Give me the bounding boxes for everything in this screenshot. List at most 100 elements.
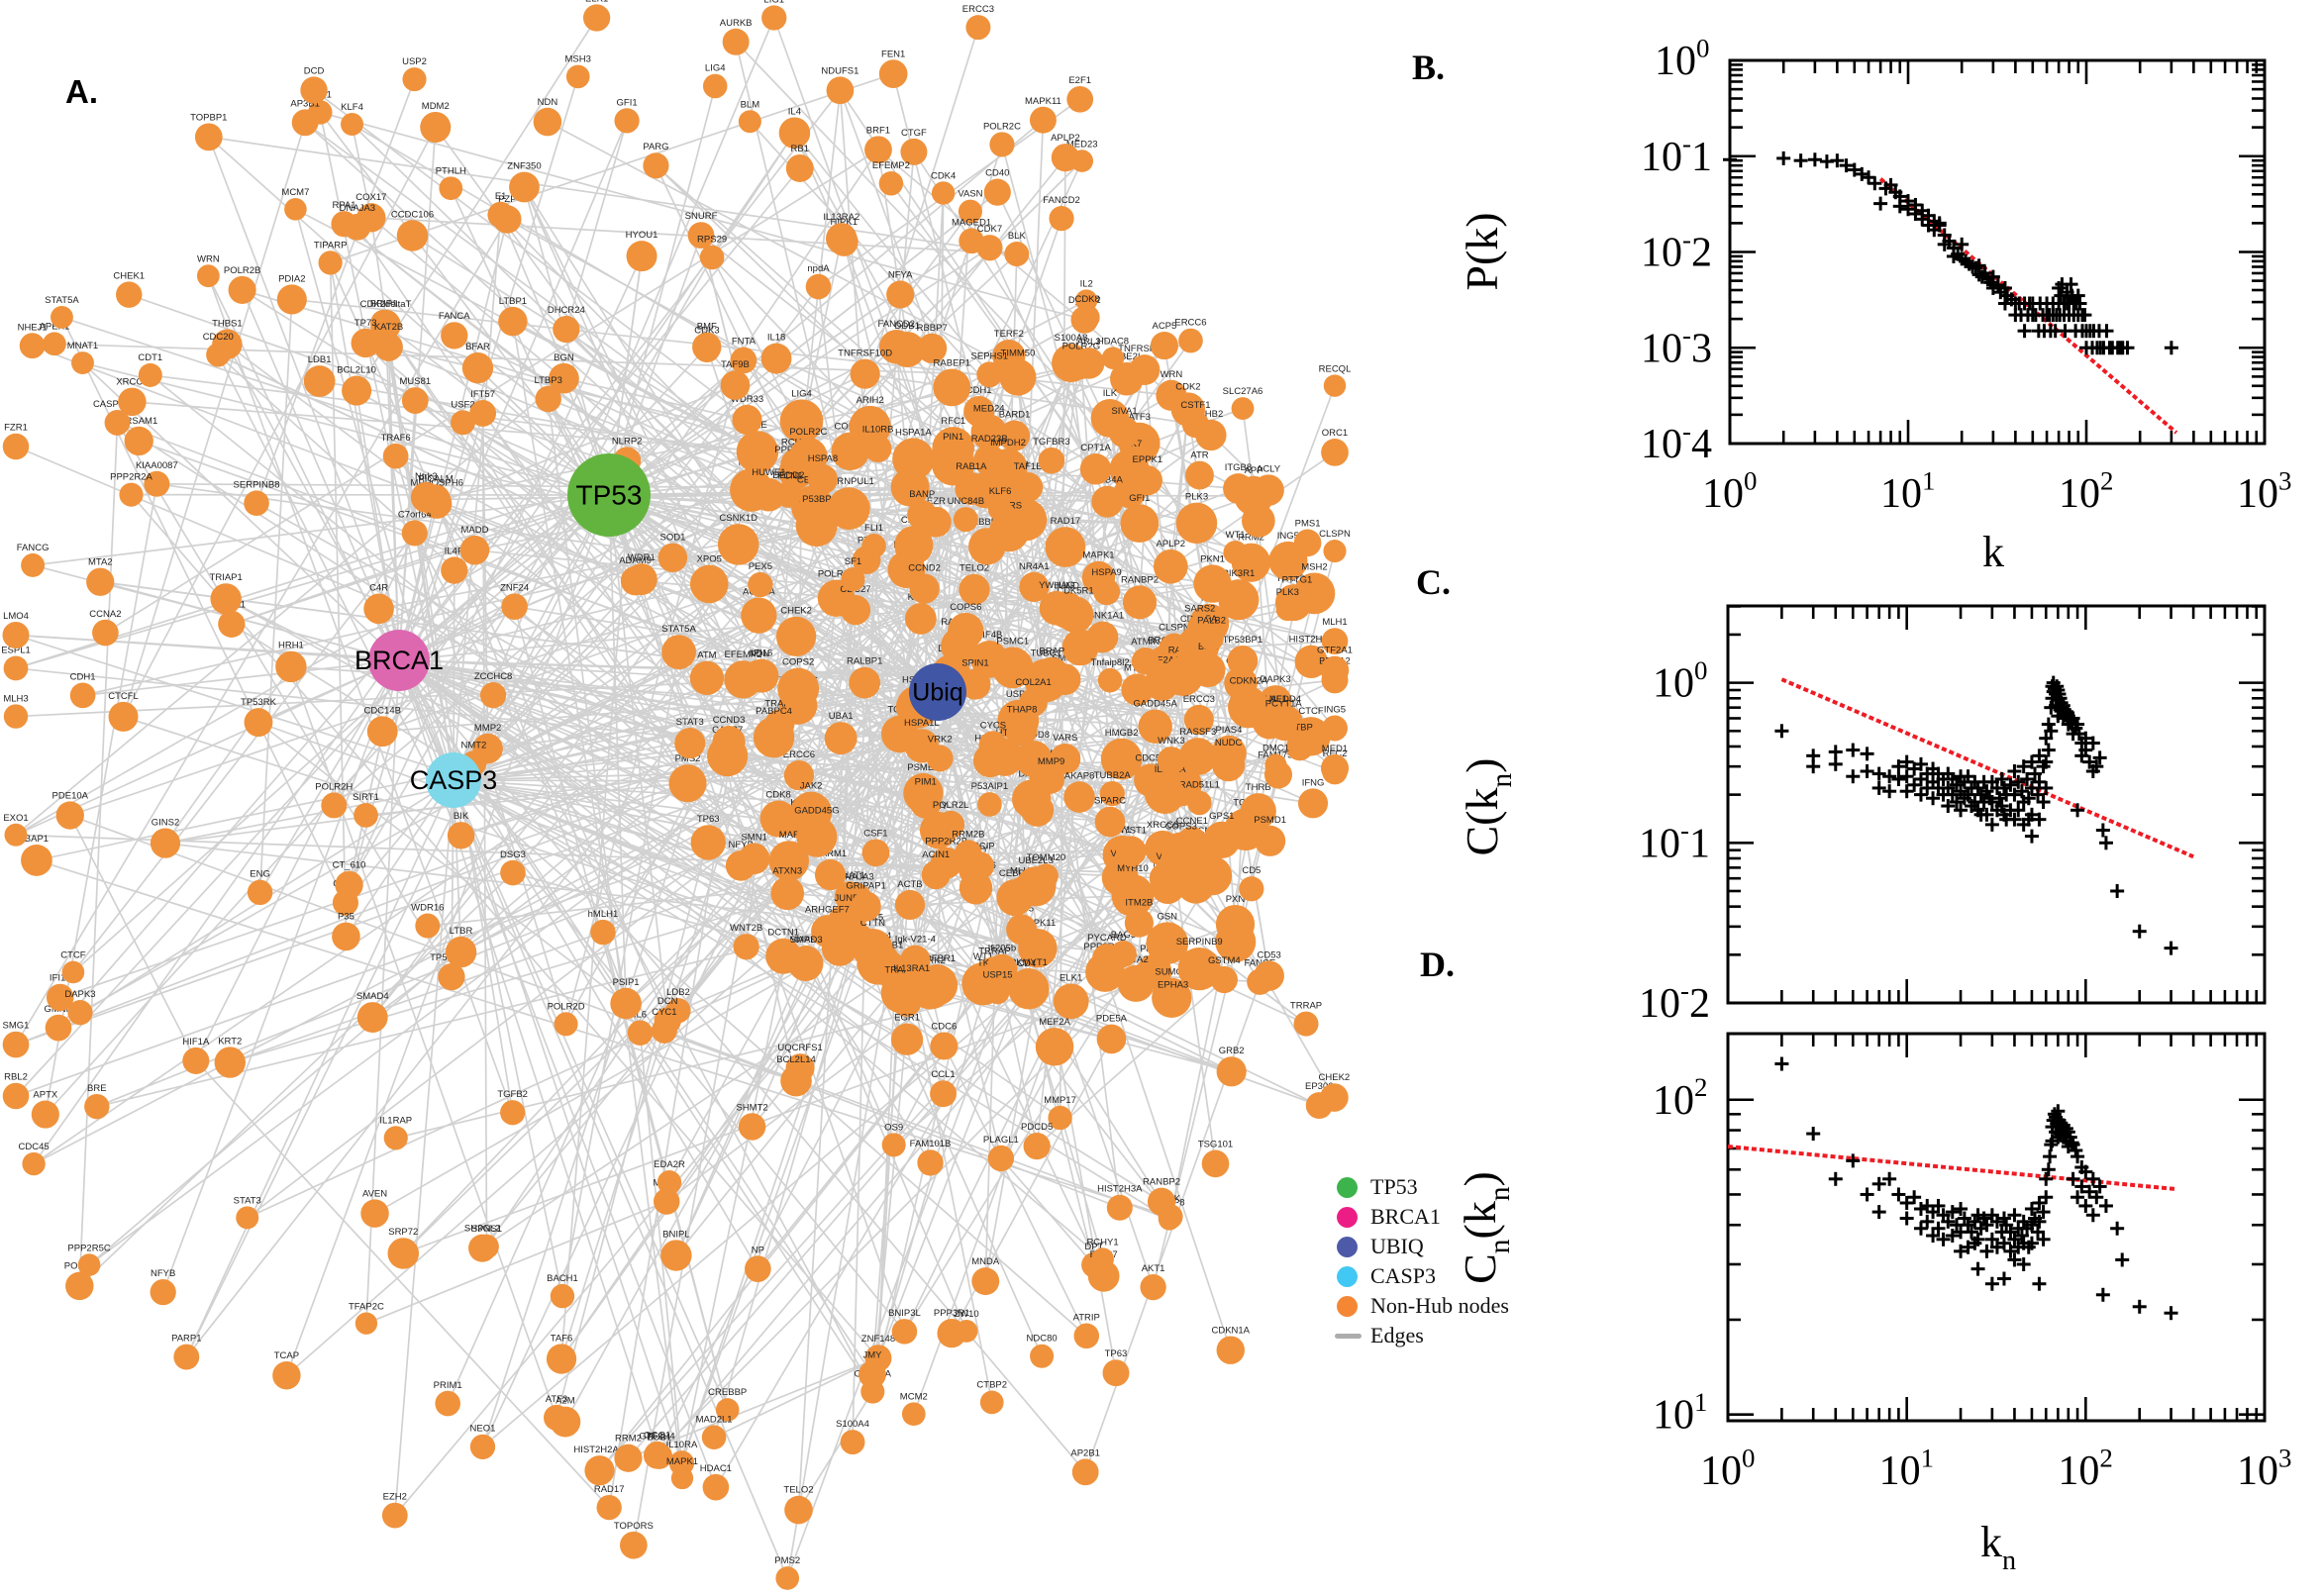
network-node bbox=[878, 171, 904, 196]
network-edge bbox=[15, 494, 610, 836]
network-node-label: BCL2L14 bbox=[776, 1054, 816, 1065]
network-node bbox=[795, 505, 838, 548]
network-edge bbox=[78, 422, 119, 1286]
svg-text:102: 102 bbox=[2059, 465, 2113, 517]
network-edge bbox=[33, 494, 610, 566]
network-node-label: DCD bbox=[304, 65, 325, 76]
hub-node-tp53 bbox=[567, 453, 651, 537]
network-node-label: TUBG1 bbox=[1031, 648, 1062, 658]
network-node-label: PLK3 bbox=[1185, 492, 1208, 503]
network-node bbox=[690, 825, 726, 860]
network-node bbox=[21, 844, 52, 876]
network-node-label: USP15 bbox=[982, 969, 1012, 980]
network-node-label: RAB4A bbox=[1092, 475, 1124, 486]
network-node-label: BUB1 bbox=[647, 1432, 671, 1443]
network-node bbox=[724, 660, 762, 699]
svg-text:10-1: 10-1 bbox=[1639, 816, 1710, 867]
network-node-label: IFI16 bbox=[752, 648, 773, 659]
network-node bbox=[955, 1319, 978, 1343]
network-node-label: USP2 bbox=[1006, 689, 1031, 700]
network-node-label: NDUFS1 bbox=[821, 65, 858, 76]
network-node bbox=[651, 1017, 677, 1044]
network-edge bbox=[247, 691, 939, 1219]
network-node bbox=[976, 235, 1003, 261]
network-node-label: IMPDH2 bbox=[990, 438, 1026, 449]
network-node-label: WDR1 bbox=[628, 552, 656, 563]
network-node bbox=[1086, 621, 1119, 653]
network-node bbox=[1121, 673, 1154, 706]
network-node-label: YWHAG bbox=[1039, 580, 1074, 591]
network-node-label: WT1 bbox=[973, 951, 993, 962]
network-node bbox=[775, 1566, 800, 1590]
network-node-label: ZNF350 bbox=[507, 161, 541, 172]
network-node bbox=[1153, 549, 1188, 584]
svg-text:103: 103 bbox=[2237, 1443, 2291, 1494]
network-node-label: ATF3 bbox=[546, 1394, 568, 1405]
network-node-label: CD4 bbox=[1017, 958, 1036, 969]
network-edge bbox=[348, 256, 713, 886]
network-node-label: BNIPL bbox=[662, 1229, 689, 1240]
network-node bbox=[1183, 704, 1214, 735]
network-node-label: RPA1 bbox=[332, 200, 355, 211]
network-node-label: NLRP2 bbox=[612, 436, 643, 447]
network-node-label: AKT1 bbox=[1142, 1263, 1165, 1274]
network-node-label: ERCC6 bbox=[783, 749, 815, 760]
network-node-label: ING5 bbox=[1324, 705, 1346, 716]
network-node-label: hMLH1 bbox=[588, 909, 619, 920]
network-node-label: GTF2A1 bbox=[1144, 654, 1179, 665]
fit-line bbox=[1780, 677, 2194, 859]
network-node-label: E2F1 bbox=[1068, 75, 1091, 86]
network-node-label: IFNG bbox=[1302, 777, 1325, 788]
svg-text:100: 100 bbox=[1702, 465, 1757, 517]
network-node bbox=[487, 201, 514, 229]
network-node-label: PLAGL1 bbox=[983, 1135, 1019, 1146]
y-axis-title: P(k) bbox=[1457, 212, 1507, 290]
network-edge bbox=[910, 986, 993, 1403]
network-node bbox=[1038, 447, 1065, 474]
network-node-label: LIG4 bbox=[791, 388, 812, 399]
network-node-label: OS9 bbox=[884, 1122, 903, 1133]
hub-label-brca1: BRCA1 bbox=[354, 646, 444, 675]
network-node bbox=[886, 280, 915, 309]
network-node bbox=[1193, 564, 1232, 603]
network-node-label: PIM1 bbox=[915, 776, 937, 787]
network-edge bbox=[394, 455, 516, 608]
network-node bbox=[999, 358, 1037, 396]
network-node-label: RRM2 bbox=[615, 1434, 642, 1445]
network-node bbox=[1039, 590, 1074, 626]
network-node-label: GFI1 bbox=[617, 97, 638, 108]
network-node-label: CCL1 bbox=[931, 1069, 955, 1080]
network-node-label: PKMYT1 bbox=[1010, 957, 1048, 968]
network-node-label: CT_610 bbox=[333, 860, 366, 871]
network-edge bbox=[608, 494, 627, 1004]
legend-label: CASP3 bbox=[1370, 1263, 1437, 1288]
network-node-label: CDKN1A bbox=[1211, 1325, 1250, 1336]
network-node bbox=[77, 1253, 101, 1276]
network-node bbox=[661, 635, 696, 670]
network-node-label: MTA2 bbox=[1124, 954, 1149, 965]
network-node-label: BLK bbox=[1008, 231, 1027, 242]
tick-labels: 100 101 102 103 100 10-1 10-2 10-3 10-4 k P(k) bbox=[1457, 33, 2291, 576]
network-node bbox=[116, 281, 143, 308]
network-node-label: NP bbox=[752, 1245, 764, 1255]
network-node bbox=[1320, 655, 1350, 685]
network-node-label: PIN1 bbox=[943, 432, 963, 443]
network-node-label: BRE bbox=[87, 1083, 107, 1094]
network-edge bbox=[247, 958, 807, 1219]
network-node bbox=[1006, 914, 1038, 946]
network-node-label: CCND2 bbox=[908, 562, 941, 573]
hub-label-tp53: TP53 bbox=[576, 480, 643, 511]
network-edge bbox=[185, 386, 953, 1358]
network-node-label: HDAC8 bbox=[1097, 336, 1129, 347]
network-node bbox=[699, 245, 725, 270]
panel-a-network: TCAP SMG1 PRIM1 NHEJ1 CSTF1 KLF4 TFAP2C HIST2H3… bbox=[1, 0, 1353, 1590]
legend-item-edges: Edges bbox=[1335, 1321, 1509, 1350]
network-node bbox=[851, 891, 881, 922]
network-node bbox=[689, 564, 729, 604]
network-node-label: PPP2R2B bbox=[925, 837, 967, 848]
network-node-label: CDK8 bbox=[765, 789, 790, 800]
network-edge bbox=[88, 609, 857, 1266]
network-node bbox=[1298, 788, 1329, 819]
network-node bbox=[1294, 645, 1328, 678]
network-node bbox=[332, 922, 360, 951]
